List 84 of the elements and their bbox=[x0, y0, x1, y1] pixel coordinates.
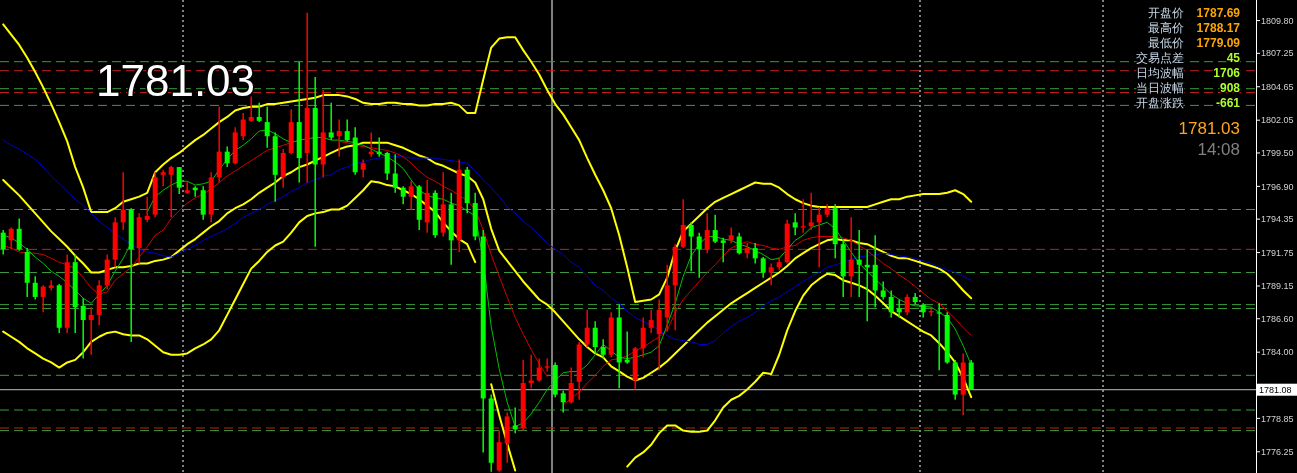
candlestick bbox=[264, 105, 270, 149]
candlestick bbox=[528, 354, 534, 389]
candlestick bbox=[512, 406, 518, 434]
candlestick bbox=[16, 217, 22, 252]
y-tick-label: 1804.65 bbox=[1261, 81, 1294, 92]
text: 最高价 bbox=[1148, 21, 1184, 35]
ref-line-label: 1781.08 bbox=[1259, 384, 1292, 395]
candlestick bbox=[328, 102, 334, 141]
text: -661 bbox=[1215, 96, 1241, 110]
text: 开盘价 bbox=[1148, 6, 1184, 20]
candlestick bbox=[344, 118, 350, 143]
candlestick bbox=[40, 284, 46, 314]
text: 1779.09 bbox=[1196, 36, 1241, 50]
candlestick bbox=[592, 320, 598, 355]
candlestick bbox=[168, 165, 174, 218]
y-tick-label: 1791.75 bbox=[1261, 247, 1294, 258]
text: 1787.69 bbox=[1196, 6, 1241, 20]
candlestick bbox=[816, 206, 822, 269]
candlestick bbox=[392, 153, 398, 194]
candlestick bbox=[888, 289, 894, 319]
text: 45 bbox=[1226, 51, 1241, 65]
y-tick-label: 1796.90 bbox=[1261, 181, 1294, 192]
text: 当日波幅 bbox=[1136, 81, 1184, 95]
y-tick-label: 1802.05 bbox=[1261, 115, 1294, 126]
text: 交易点差 bbox=[1136, 51, 1184, 65]
candlestick bbox=[80, 297, 86, 360]
candlestick bbox=[544, 357, 550, 373]
candlestick bbox=[600, 338, 606, 360]
candlestick bbox=[144, 195, 150, 224]
candlestick bbox=[712, 213, 718, 244]
candlestick bbox=[48, 279, 54, 292]
candlestick bbox=[808, 192, 814, 231]
candlestick bbox=[224, 145, 230, 168]
candlestick bbox=[736, 231, 742, 256]
text: 908 bbox=[1219, 81, 1241, 95]
candlestick bbox=[640, 316, 646, 359]
line-series bbox=[2, 139, 972, 345]
candlestick bbox=[560, 389, 566, 414]
candlestick bbox=[760, 256, 766, 279]
candlestick bbox=[800, 198, 806, 234]
y-tick-label: 1794.35 bbox=[1261, 214, 1294, 225]
candlestick bbox=[720, 237, 726, 263]
candlestick bbox=[568, 366, 574, 405]
y-tick-label: 1809.80 bbox=[1261, 15, 1294, 26]
y-tick-label: 1789.15 bbox=[1261, 281, 1294, 292]
candlestick bbox=[176, 166, 182, 195]
candlestick bbox=[704, 212, 710, 254]
candlestick bbox=[696, 231, 702, 279]
candlestick bbox=[256, 102, 262, 123]
candlestick bbox=[536, 357, 542, 383]
candlestick bbox=[936, 302, 942, 371]
candlestick bbox=[792, 212, 798, 236]
candlestick bbox=[688, 221, 694, 272]
candlestick bbox=[584, 309, 590, 348]
candlestick bbox=[848, 216, 854, 298]
candlestick bbox=[896, 298, 902, 319]
text: 最低价 bbox=[1148, 36, 1184, 50]
candlestick bbox=[752, 242, 758, 265]
candlestick bbox=[768, 262, 774, 287]
candlestick bbox=[336, 118, 342, 158]
candlestick bbox=[32, 275, 38, 301]
candlestick bbox=[8, 226, 14, 251]
candlestick bbox=[88, 306, 94, 356]
y-tick-label: 1807.25 bbox=[1261, 48, 1294, 59]
y-tick-label: 1778.85 bbox=[1261, 413, 1294, 424]
y-tick-label: 1799.50 bbox=[1261, 148, 1294, 159]
candlestick bbox=[408, 180, 414, 211]
y-tick-label: 1776.25 bbox=[1261, 446, 1294, 457]
text: 14:08 bbox=[1197, 140, 1240, 159]
candlestick bbox=[648, 309, 654, 334]
candlestick bbox=[0, 229, 6, 256]
y-tick-label: 1784.00 bbox=[1261, 347, 1294, 358]
candlestick bbox=[904, 293, 910, 316]
line-series bbox=[2, 23, 973, 304]
candlestick bbox=[856, 229, 862, 298]
candlestick bbox=[120, 171, 126, 231]
candlestick bbox=[240, 112, 246, 141]
candlestick bbox=[384, 150, 390, 181]
text: 1788.17 bbox=[1196, 21, 1241, 35]
candlestick bbox=[160, 168, 166, 188]
candlestick bbox=[680, 198, 686, 249]
y-tick-label: 1786.60 bbox=[1261, 313, 1294, 324]
text: 1781.03 bbox=[1178, 119, 1240, 138]
candlestick bbox=[184, 180, 190, 195]
